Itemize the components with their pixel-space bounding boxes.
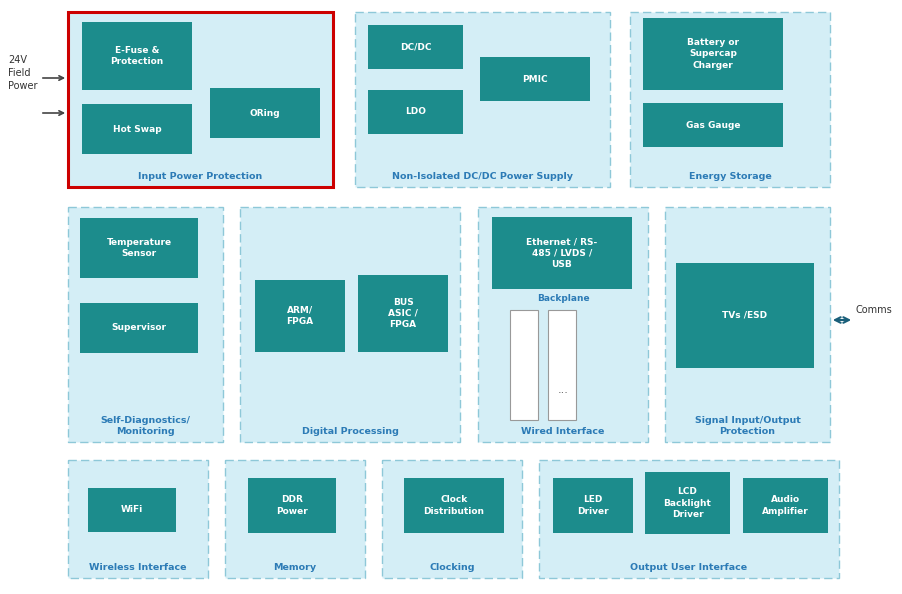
Text: LCD
Backlight
Driver: LCD Backlight Driver [664,488,712,519]
Text: PMIC: PMIC [522,74,548,84]
Bar [553,478,633,533]
Bar [210,88,320,138]
Text: Clocking: Clocking [429,563,474,572]
Bar [240,207,460,442]
Bar [355,12,610,187]
Bar [676,263,814,368]
Text: Supervisor: Supervisor [112,324,167,333]
Bar [645,472,730,534]
Bar [643,103,783,147]
Text: DDR
Power: DDR Power [276,495,308,516]
Bar [510,310,538,420]
Bar [225,460,365,578]
Text: Audio
Amplifier: Audio Amplifier [762,495,809,516]
Bar [368,25,463,69]
Text: Backplane: Backplane [537,294,589,303]
Text: Gas Gauge: Gas Gauge [686,121,741,129]
Bar [80,218,198,278]
Text: Battery or
Supercap
Charger: Battery or Supercap Charger [687,39,739,69]
Text: Output User Interface: Output User Interface [630,563,748,572]
Text: Memory: Memory [273,563,317,572]
Text: Digital Processing: Digital Processing [301,427,399,436]
Text: Input Power Protection: Input Power Protection [138,172,262,181]
Bar [68,12,333,187]
Bar [255,280,345,352]
Bar [248,478,336,533]
Text: Temperature
Sensor: Temperature Sensor [106,238,171,258]
Bar [480,57,590,101]
Bar [88,488,176,532]
Bar [743,478,828,533]
Bar [68,460,208,578]
Text: 24V
Field
Power: 24V Field Power [8,55,38,91]
Text: Ethernet / RS-
485 / LVDS /
USB: Ethernet / RS- 485 / LVDS / USB [527,238,598,268]
Text: ORing: ORing [250,109,281,118]
Text: Self-Diagnostics/
Monitoring: Self-Diagnostics/ Monitoring [100,416,190,436]
Text: Non-Isolated DC/DC Power Supply: Non-Isolated DC/DC Power Supply [392,172,573,181]
Text: E-Fuse &
Protection: E-Fuse & Protection [110,46,163,66]
Bar [630,12,830,187]
Text: Hot Swap: Hot Swap [113,125,161,134]
Text: Comms: Comms [856,305,893,315]
Text: Energy Storage: Energy Storage [688,172,771,181]
Text: WiFi: WiFi [121,505,143,514]
Text: DC/DC: DC/DC [400,43,431,52]
Bar [492,217,632,289]
Text: LDO: LDO [405,108,426,116]
Text: BUS
ASIC /
FPGA: BUS ASIC / FPGA [388,298,418,329]
Bar [539,460,839,578]
Bar [358,275,448,352]
Bar [478,207,648,442]
Bar [548,310,576,420]
Text: Signal Input/Output
Protection: Signal Input/Output Protection [695,416,800,436]
Bar [665,207,830,442]
Bar [82,22,192,90]
Bar [82,104,192,154]
Text: TVs /ESD: TVs /ESD [723,311,768,320]
Text: LED
Driver: LED Driver [577,495,609,516]
Text: ...: ... [557,385,568,395]
Bar [80,303,198,353]
Text: Clock
Distribution: Clock Distribution [424,495,484,516]
Bar [643,18,783,90]
Bar [368,90,463,134]
Bar [404,478,504,533]
Bar [68,207,223,442]
Text: Wireless Interface: Wireless Interface [89,563,187,572]
Bar [382,460,522,578]
Text: ARM/
FPGA: ARM/ FPGA [287,306,314,326]
Text: Wired Interface: Wired Interface [521,427,604,436]
